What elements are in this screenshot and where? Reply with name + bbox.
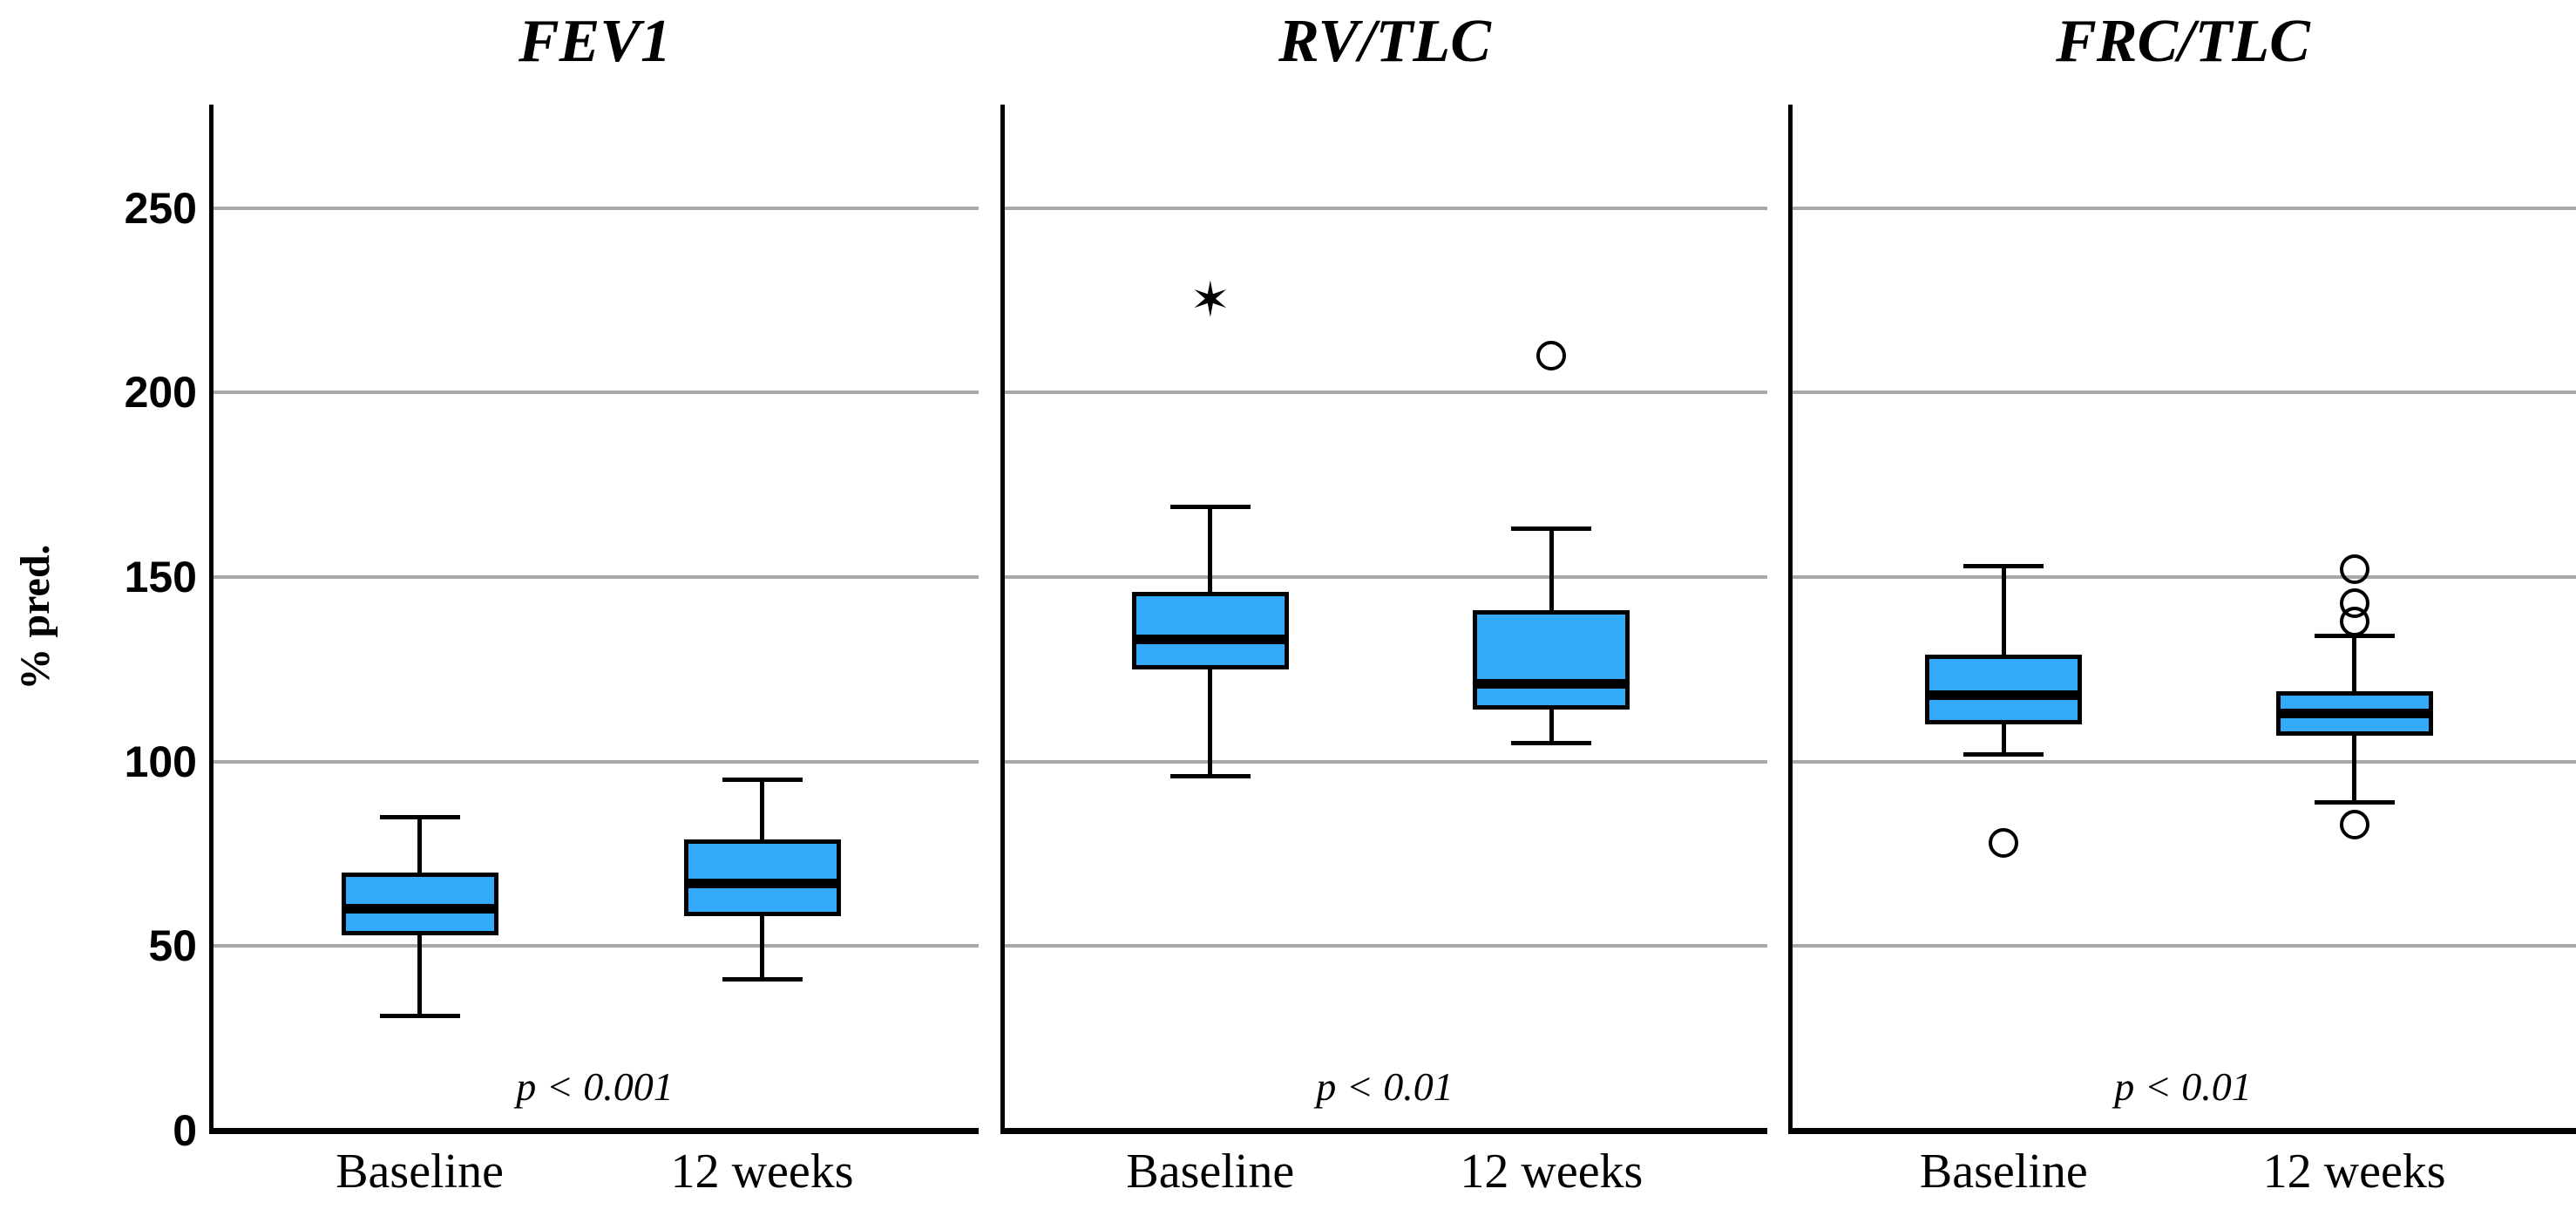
- whisker-cap: [722, 976, 803, 982]
- y-axis-line: [1000, 105, 1005, 1134]
- whisker-line: [1208, 669, 1213, 777]
- y-tick-label: 200: [124, 368, 197, 418]
- gridline: [211, 944, 979, 948]
- outlier-circle: [1989, 827, 2019, 858]
- y-axis-title: % pred.: [11, 544, 58, 690]
- whisker-cap: [1511, 740, 1592, 745]
- gridline: [1790, 944, 2576, 948]
- panel-title: FRC/TLC: [2056, 8, 2310, 75]
- p-value-label: p < 0.01: [1316, 1064, 1454, 1109]
- whisker-line: [2001, 566, 2006, 655]
- y-axis-line: [209, 105, 214, 1134]
- category-label: Baseline: [1919, 1145, 2088, 1199]
- gridline: [1002, 574, 1767, 579]
- outlier-circle: [2339, 809, 2369, 839]
- gridline: [1790, 206, 2576, 210]
- p-value-label: p < 0.001: [516, 1064, 674, 1109]
- whisker-cap: [379, 1014, 460, 1019]
- gridline: [211, 574, 979, 579]
- whisker-cap: [722, 778, 803, 783]
- whisker-cap: [1511, 526, 1592, 532]
- gridline: [211, 391, 979, 395]
- whisker-line: [2352, 635, 2357, 692]
- whisker-cap: [1169, 504, 1251, 509]
- category-label: Baseline: [1126, 1145, 1295, 1199]
- x-axis-line: [209, 1128, 979, 1134]
- whisker-cap: [2314, 799, 2395, 805]
- median-line: [1925, 690, 2083, 700]
- gridline: [211, 206, 979, 210]
- category-label: 12 weeks: [1460, 1145, 1644, 1199]
- y-tick-label: 0: [173, 1106, 197, 1155]
- gridline: [1790, 391, 2576, 395]
- box: [341, 872, 498, 935]
- box: [1473, 610, 1630, 710]
- box: [683, 839, 841, 917]
- x-axis-line: [1000, 1128, 1767, 1134]
- category-label: Baseline: [336, 1145, 505, 1199]
- gridline: [1790, 759, 2576, 764]
- whisker-cap: [1963, 751, 2044, 757]
- whisker-line: [1549, 710, 1554, 744]
- gridline: [1002, 759, 1767, 764]
- gridline: [1790, 574, 2576, 579]
- whisker-line: [2001, 724, 2006, 755]
- outlier-circle: [1536, 340, 1567, 370]
- box: [1131, 591, 1289, 669]
- y-tick-label: 150: [124, 552, 197, 601]
- gridline: [1002, 206, 1767, 210]
- median-line: [1131, 635, 1289, 645]
- y-axis-line: [1788, 105, 1793, 1134]
- category-label: 12 weeks: [670, 1145, 854, 1199]
- outlier-star: ✶: [1190, 271, 1231, 329]
- whisker-cap: [1169, 774, 1251, 779]
- panel-title: RV/TLC: [1278, 8, 1491, 75]
- outlier-circle: [2339, 554, 2369, 585]
- whisker-line: [1208, 506, 1213, 592]
- whisker-cap: [1963, 563, 2044, 568]
- y-tick-label: 50: [148, 921, 197, 971]
- y-tick-label: 100: [124, 737, 197, 786]
- median-line: [2275, 709, 2433, 719]
- box: [1925, 654, 2083, 725]
- category-label: 12 weeks: [2262, 1145, 2446, 1199]
- whisker-line: [760, 779, 765, 839]
- whisker-line: [417, 817, 423, 873]
- y-tick-label: 250: [124, 183, 197, 233]
- outlier-circle: [2339, 606, 2369, 636]
- median-line: [341, 904, 498, 914]
- whisker-line: [760, 916, 765, 980]
- gridline: [211, 759, 979, 764]
- whisker-cap: [379, 814, 460, 819]
- median-line: [1473, 679, 1630, 690]
- panel-title: FEV1: [518, 8, 672, 75]
- p-value-label: p < 0.01: [2114, 1064, 2252, 1109]
- gridline: [1002, 391, 1767, 395]
- gridline: [1002, 944, 1767, 948]
- median-line: [683, 878, 841, 888]
- whisker-line: [2352, 735, 2357, 803]
- whisker-line: [417, 934, 423, 1016]
- whisker-line: [1549, 528, 1554, 611]
- x-axis-line: [1788, 1128, 2576, 1134]
